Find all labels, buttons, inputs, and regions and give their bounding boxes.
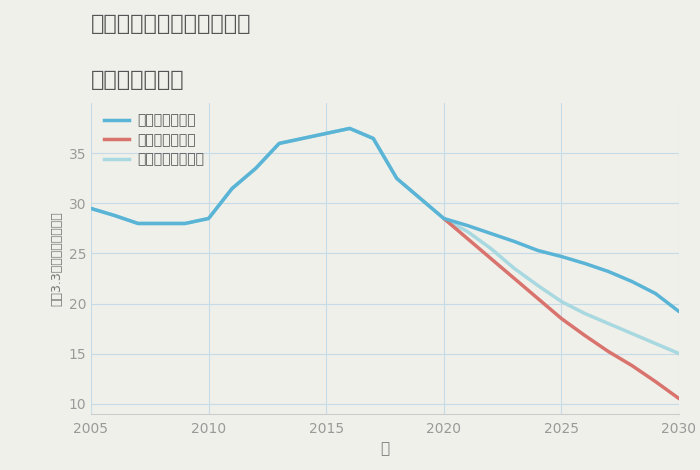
Y-axis label: 坪（3.3㎡）単価（万円）: 坪（3.3㎡）単価（万円）	[50, 211, 63, 306]
Text: 土地の価格推移: 土地の価格推移	[91, 70, 185, 91]
Text: 愛知県江南市山尻町朝日の: 愛知県江南市山尻町朝日の	[91, 14, 251, 34]
Legend: グッドシナリオ, バッドシナリオ, ノーマルシナリオ: グッドシナリオ, バッドシナリオ, ノーマルシナリオ	[104, 113, 204, 166]
X-axis label: 年: 年	[380, 441, 390, 456]
